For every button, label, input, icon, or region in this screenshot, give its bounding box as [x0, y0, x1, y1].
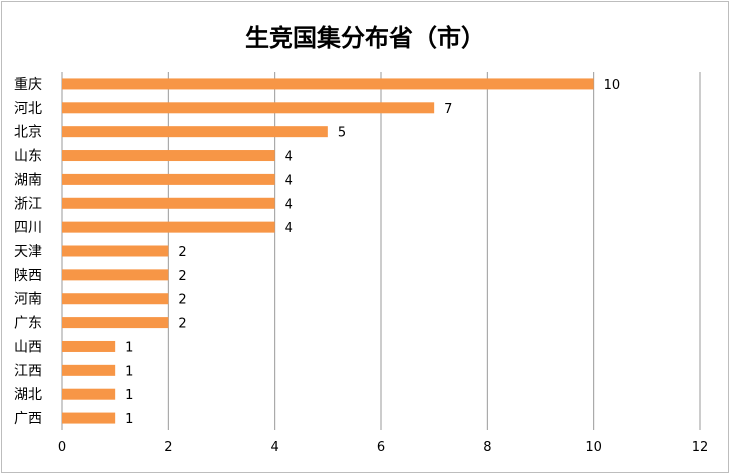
value-label-8: 2	[178, 269, 186, 284]
value-label-1: 7	[444, 102, 452, 117]
value-label-14: 1	[125, 412, 133, 427]
bar-3	[62, 150, 275, 162]
bar-1	[62, 102, 435, 114]
bar-10	[62, 317, 169, 329]
x-tick-label-12: 12	[692, 440, 709, 455]
category-label-1: 河北	[14, 101, 42, 117]
x-tick-label-6: 6	[377, 440, 385, 455]
value-label-3: 4	[285, 150, 293, 165]
category-label-8: 陕西	[14, 268, 42, 284]
category-label-4: 湖南	[14, 172, 42, 188]
category-label-2: 北京	[14, 125, 42, 141]
value-label-7: 2	[178, 245, 186, 260]
category-label-6: 四川	[14, 220, 42, 236]
category-label-13: 湖北	[14, 387, 42, 403]
value-label-2: 5	[338, 126, 346, 141]
x-tick-label-10: 10	[585, 440, 602, 455]
bar-14	[62, 412, 116, 424]
bar-4	[62, 173, 275, 185]
category-label-12: 江西	[14, 363, 42, 379]
bar-13	[62, 388, 116, 400]
value-label-0: 10	[604, 78, 621, 93]
bar-layer	[62, 78, 594, 424]
x-tick-label-2: 2	[164, 440, 172, 455]
value-label-11: 1	[125, 340, 133, 355]
category-label-9: 河南	[14, 292, 42, 308]
bar-6	[62, 221, 275, 233]
value-label-4: 4	[285, 173, 293, 188]
category-label-0: 重庆	[14, 77, 42, 93]
bar-12	[62, 364, 116, 376]
value-label-5: 4	[285, 197, 293, 212]
value-label-9: 2	[178, 293, 186, 308]
bar-2	[62, 126, 328, 138]
x-tick-label-0: 0	[58, 440, 66, 455]
bar-5	[62, 197, 275, 209]
value-label-12: 1	[125, 364, 133, 379]
category-label-10: 广东	[14, 316, 42, 332]
value-label-6: 4	[285, 221, 293, 236]
category-label-3: 山东	[14, 149, 42, 165]
category-label-14: 广西	[14, 411, 42, 427]
bar-11	[62, 340, 116, 352]
x-tick-label-8: 8	[483, 440, 491, 455]
category-label-7: 天津	[14, 244, 42, 260]
bar-8	[62, 269, 169, 281]
value-label-13: 1	[125, 388, 133, 403]
bar-9	[62, 293, 169, 305]
value-label-10: 2	[178, 317, 186, 332]
bar-0	[62, 78, 594, 90]
category-label-11: 山西	[14, 339, 42, 355]
x-tick-label-4: 4	[271, 440, 279, 455]
chart-title: 生竞国集分布省（市）	[245, 23, 485, 52]
bar-7	[62, 245, 169, 257]
category-label-5: 浙江	[14, 196, 42, 212]
